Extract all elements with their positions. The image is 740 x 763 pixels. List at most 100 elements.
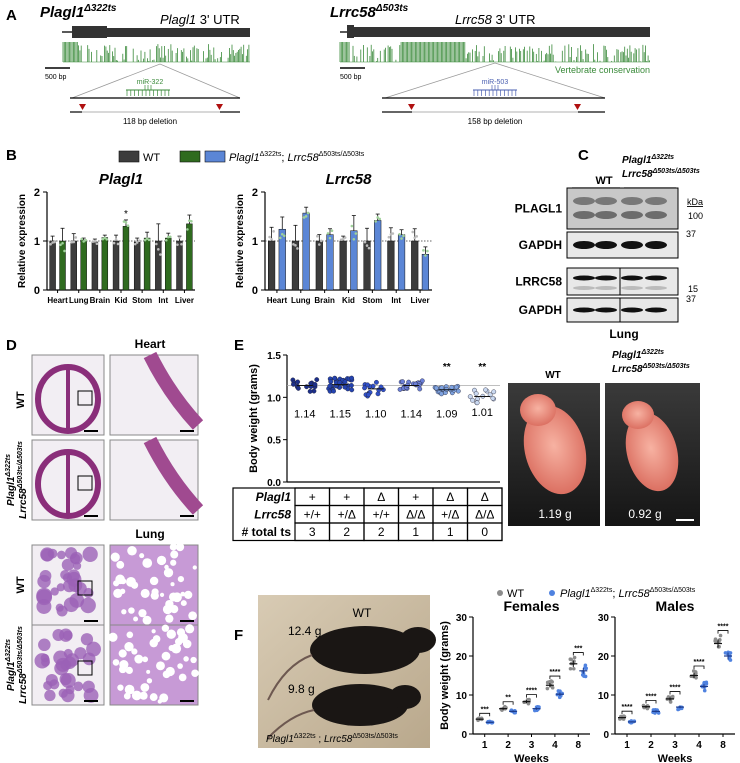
bar <box>80 239 87 291</box>
y-tick-label: 0 <box>603 730 609 741</box>
blot-group-mut-line2: Lrrc58Δ503ts/Δ503ts <box>622 168 700 180</box>
bar <box>143 237 151 291</box>
panel-label-b: B <box>6 147 17 164</box>
significance-marker: ** <box>505 695 511 702</box>
data-point <box>349 375 355 381</box>
y-axis-label: Relative expression <box>235 194 246 288</box>
data-point <box>365 382 370 388</box>
significance-bracket <box>645 700 657 704</box>
panel-c-western: WT Plagl1Δ322ts Lrrc58Δ503ts/Δ503ts PLAG… <box>515 154 703 341</box>
alveolus <box>151 629 156 634</box>
deletion-end-arrow-icon <box>216 104 223 110</box>
lung-tissue <box>61 558 74 571</box>
x-tick-label: 3 <box>672 740 678 751</box>
significance-marker: *** <box>574 646 582 653</box>
alveolus <box>162 670 171 679</box>
kda-label: kDa <box>687 197 703 207</box>
zoom-box <box>77 660 93 676</box>
lung-tissue <box>37 574 51 589</box>
alveolus <box>126 576 136 587</box>
alveolus <box>113 580 120 587</box>
conservation-track-plagl1 <box>62 42 250 63</box>
significance-bracket <box>549 675 561 680</box>
table-cell-value: Δ/Δ <box>406 508 425 522</box>
marker-37: 37 <box>686 294 696 304</box>
row-label-wt: WT <box>15 391 27 408</box>
data-point <box>135 241 139 244</box>
y-tick-label: 1 <box>34 236 40 248</box>
bar <box>122 226 130 291</box>
heart-tissue <box>35 364 101 434</box>
data-point <box>728 658 733 662</box>
x-tick-label: Brain <box>90 296 111 305</box>
data-point <box>426 249 429 253</box>
blot-label: GAPDH <box>519 238 562 252</box>
lung-tissue <box>43 680 53 691</box>
data-point <box>112 241 116 245</box>
pup-label-mut-line1: Plagl1Δ322ts <box>612 349 664 361</box>
data-point <box>568 666 573 671</box>
significance-marker: **** <box>718 624 729 631</box>
data-point <box>571 666 576 671</box>
lrrc58-cds-exon <box>347 25 354 38</box>
alveolus <box>110 552 120 562</box>
data-point <box>278 236 282 240</box>
data-point <box>105 238 109 241</box>
data-point <box>295 379 301 385</box>
alveolus <box>170 550 179 559</box>
data-point <box>342 384 348 390</box>
protein-band <box>645 286 667 290</box>
x-tick-label: Lung <box>291 296 311 305</box>
data-point <box>718 638 722 642</box>
protein-band <box>573 211 595 219</box>
data-point <box>557 695 562 700</box>
lung-tissue <box>83 688 99 703</box>
x-tick-label: Heart <box>267 296 288 305</box>
data-point <box>137 239 141 243</box>
alveolus <box>166 629 176 639</box>
data-point <box>101 237 105 241</box>
y-tick-label: 0.0 <box>267 478 281 489</box>
table-cell-value: + <box>343 490 350 504</box>
data-point <box>51 241 54 244</box>
protein-band <box>621 275 643 281</box>
mir503-site-icon <box>473 85 517 96</box>
deletion-label: 118 bp deletion <box>123 117 177 126</box>
data-point <box>556 689 561 693</box>
alveolus <box>192 565 197 570</box>
protein-band <box>645 307 667 313</box>
data-point <box>402 234 405 238</box>
marker-100: 100 <box>688 211 703 221</box>
data-point <box>487 392 493 398</box>
data-point <box>306 211 310 215</box>
data-point <box>155 242 158 246</box>
deletion-start-arrow-icon <box>408 104 415 110</box>
x-tick-label: 3 <box>529 740 535 751</box>
alveolus <box>177 663 183 669</box>
panel-label-e: E <box>234 337 244 354</box>
legend-swatch-mut-green <box>179 150 201 163</box>
mean-label: 1.10 <box>365 409 386 421</box>
lrrc58-utr-bar <box>354 27 650 37</box>
data-point <box>580 673 585 677</box>
table-cell-value: +/+ <box>304 508 321 522</box>
protein-band <box>621 241 643 249</box>
lung-tissue <box>47 548 58 559</box>
heart-tissue <box>35 449 101 519</box>
table-cell-value: + <box>412 490 419 504</box>
lung-tissue <box>63 648 73 658</box>
data-point <box>330 229 334 233</box>
zoom-box <box>77 390 93 406</box>
y-tick-label: 1.0 <box>267 393 281 404</box>
data-point <box>103 236 107 240</box>
mouse-tail <box>267 654 313 701</box>
mean-label: 1.14 <box>294 409 315 421</box>
data-point <box>350 224 354 228</box>
bar <box>91 241 99 291</box>
alveolus <box>168 645 175 652</box>
pup-photos: WT Plagl1Δ322ts Lrrc58Δ503ts/Δ503ts 1.19… <box>508 349 700 526</box>
x-tick-label: 1 <box>624 740 630 751</box>
protein-band <box>595 307 617 313</box>
table-cell-value: +/Δ <box>338 508 356 522</box>
lung-tissue <box>34 653 50 669</box>
